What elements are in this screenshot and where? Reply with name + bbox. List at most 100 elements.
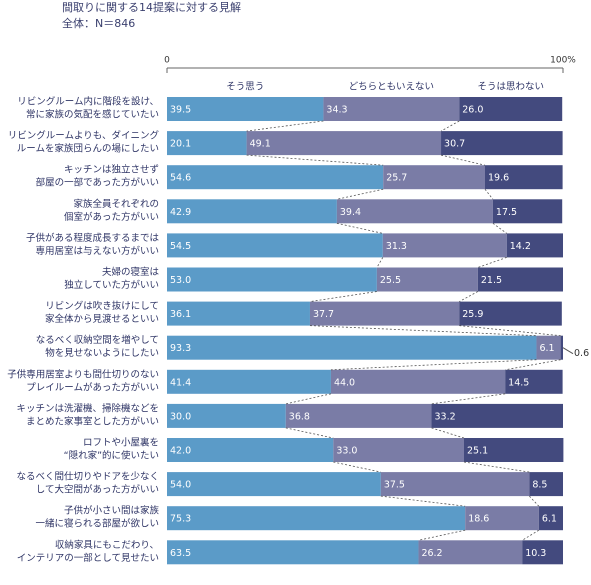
connector bbox=[336, 222, 383, 234]
category-label: リビングは吹き抜けにして bbox=[45, 300, 159, 312]
value-label: 0.6 bbox=[574, 348, 589, 359]
connector bbox=[459, 291, 479, 302]
value-label: 6.1 bbox=[539, 343, 554, 354]
value-label: 49.1 bbox=[250, 139, 271, 150]
value-label: 26.2 bbox=[421, 548, 442, 559]
connector bbox=[376, 257, 384, 268]
value-label: 54.5 bbox=[170, 241, 191, 252]
connector bbox=[522, 529, 540, 541]
category-label: 家族全員それぞれの bbox=[73, 198, 159, 210]
x-tick-label: 0 bbox=[164, 56, 170, 66]
bar-segment bbox=[492, 199, 563, 224]
value-label: 33.2 bbox=[435, 411, 456, 422]
value-label: 25.9 bbox=[462, 309, 483, 320]
bar-segment bbox=[529, 472, 563, 497]
bar-segment bbox=[167, 131, 247, 156]
connector bbox=[529, 495, 540, 507]
connector bbox=[492, 222, 508, 234]
bar-segment bbox=[246, 131, 442, 156]
connector bbox=[431, 393, 506, 405]
bar-segment bbox=[323, 97, 460, 121]
legend-label: どちらともいえない bbox=[349, 82, 434, 93]
category-label: 子供が小さい間は家族 bbox=[64, 505, 160, 517]
category-label: 独立していた方がいい bbox=[64, 279, 159, 291]
category-label: 夫婦の寝室は bbox=[102, 266, 160, 278]
bar-segment bbox=[167, 165, 384, 190]
category-label: まとめた家事室とした方がいい bbox=[26, 415, 159, 427]
connector bbox=[505, 359, 561, 371]
connector bbox=[459, 325, 561, 337]
connector bbox=[418, 529, 466, 541]
bar-segment bbox=[382, 233, 507, 258]
bar-segment bbox=[167, 506, 466, 531]
value-label: 53.0 bbox=[170, 275, 191, 286]
value-label: 54.6 bbox=[170, 173, 191, 184]
connector bbox=[285, 393, 332, 405]
connector bbox=[330, 359, 537, 371]
value-label: 33.0 bbox=[336, 446, 357, 457]
leader-line bbox=[562, 347, 574, 355]
connector bbox=[246, 120, 324, 132]
connector bbox=[440, 120, 460, 132]
chart-title: 間取りに関する14提案に対する見解 bbox=[62, 0, 241, 14]
value-label: 25.5 bbox=[380, 275, 401, 286]
value-label: 26.0 bbox=[462, 105, 483, 116]
category-label: 収納家具にもこだわり、 bbox=[55, 539, 159, 551]
value-label: 63.5 bbox=[170, 548, 191, 559]
connector bbox=[431, 427, 465, 439]
bar-segment bbox=[167, 267, 377, 292]
bar-segment bbox=[167, 233, 383, 258]
value-label: 19.6 bbox=[488, 173, 509, 184]
value-label: 17.5 bbox=[496, 207, 517, 218]
bar-segment bbox=[477, 267, 563, 292]
value-label: 31.3 bbox=[386, 241, 407, 252]
value-label: 36.1 bbox=[170, 309, 191, 320]
connector bbox=[477, 257, 507, 268]
value-label: 39.4 bbox=[340, 207, 361, 218]
connector bbox=[309, 291, 377, 302]
bar-segment bbox=[285, 403, 432, 428]
bar-segment bbox=[538, 506, 563, 531]
bar-segment bbox=[465, 506, 539, 531]
bar-segment bbox=[418, 540, 523, 565]
bar-segment bbox=[431, 403, 563, 428]
category-label: 物を見せないようにしたい bbox=[45, 347, 159, 359]
category-label: リビングルーム内に階段を設け、 bbox=[17, 96, 159, 108]
legend-label: そうは思わない bbox=[477, 82, 544, 93]
value-label: 30.7 bbox=[444, 139, 465, 150]
bar-segment bbox=[560, 335, 563, 360]
value-label: 14.5 bbox=[508, 377, 529, 388]
value-label: 14.2 bbox=[510, 241, 531, 252]
connector bbox=[336, 188, 384, 200]
bar-segment bbox=[167, 369, 331, 394]
bar-segment bbox=[441, 131, 563, 156]
category-label: 子供がある程度成長するまでは bbox=[26, 232, 160, 244]
category-label: ルームを家族団らんの場にしたい bbox=[17, 143, 159, 155]
bar-segment bbox=[506, 233, 563, 258]
value-label: 25.7 bbox=[386, 173, 407, 184]
value-label: 41.4 bbox=[170, 377, 191, 388]
category-label: キッチンは洗濯機、掃除機などを bbox=[16, 402, 159, 414]
bar-segment bbox=[464, 438, 564, 462]
value-label: 54.0 bbox=[170, 480, 191, 491]
value-label: 18.6 bbox=[468, 514, 489, 525]
category-label: インテリアの一部として見せたい bbox=[17, 552, 159, 564]
bar-segment bbox=[336, 199, 493, 224]
category-label: 専用居室は与えない方がいい bbox=[35, 245, 159, 257]
category-label: 家全体から見渡せるといい bbox=[45, 313, 159, 325]
category-label: “隠れ家”的に使いたい bbox=[64, 450, 159, 462]
value-label: 10.3 bbox=[525, 548, 546, 559]
connector bbox=[285, 427, 334, 439]
value-label: 42.0 bbox=[170, 446, 191, 457]
bar-segment bbox=[167, 199, 337, 224]
category-label: 部屋の一部であった方がいい bbox=[36, 177, 159, 189]
bar-segment bbox=[536, 335, 561, 360]
bar-segment bbox=[505, 369, 563, 394]
value-label: 37.7 bbox=[313, 309, 334, 320]
bar-segment bbox=[167, 540, 419, 565]
value-label: 44.0 bbox=[334, 377, 355, 388]
category-label: 個室があった方がいい bbox=[64, 211, 159, 223]
bar-segment bbox=[380, 472, 530, 497]
category-label: 子供専用居室よりも間仕切りのない bbox=[7, 368, 159, 380]
